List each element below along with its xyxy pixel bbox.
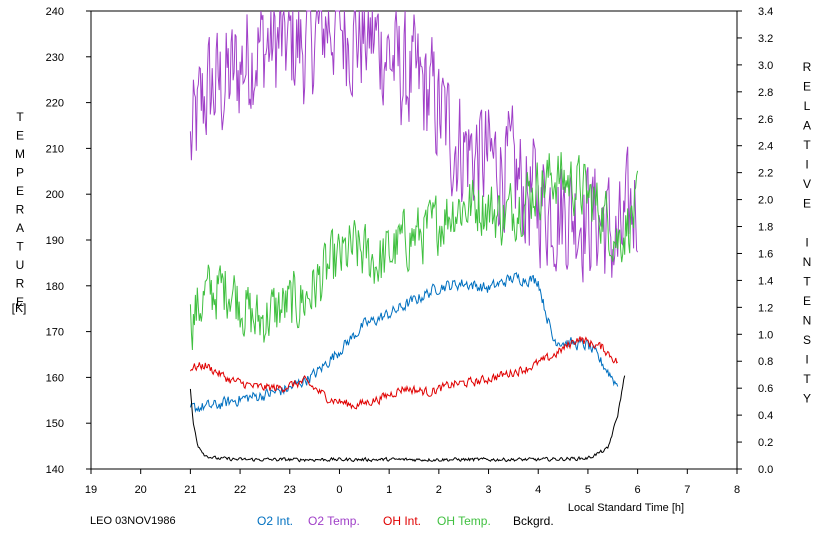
series-line bbox=[189, 10, 639, 283]
axis-label-letter: V bbox=[803, 177, 811, 191]
y-left-tick-label: 180 bbox=[46, 281, 64, 293]
y-right-tick-label: 1.4 bbox=[758, 275, 773, 287]
axis-label-letter: I bbox=[805, 158, 808, 172]
y-right-tick-label: 2.0 bbox=[758, 195, 773, 207]
y-left-tick-label: 240 bbox=[46, 6, 64, 18]
legend-item: Bckgrd. bbox=[513, 514, 554, 528]
x-tick-label: 0 bbox=[336, 484, 342, 496]
y-right-tick-label: 2.6 bbox=[758, 114, 773, 126]
x-tick-label: 19 bbox=[85, 484, 97, 496]
y-right-tick-label: 0.2 bbox=[758, 437, 773, 449]
y-right-tick-label: 1.8 bbox=[758, 222, 773, 234]
y-right-tick-label: 0.6 bbox=[758, 383, 773, 395]
legend: O2 Int. O2 Temp. OH Int. OH Temp. Bckgrd. bbox=[257, 514, 554, 528]
axis-label-letter: A bbox=[16, 221, 24, 235]
axis-label-letter: E bbox=[16, 184, 24, 198]
y-right-tick-label: 1.0 bbox=[758, 329, 773, 341]
axis-label-letter: T bbox=[16, 110, 24, 124]
y-right-tick-label: 1.2 bbox=[758, 302, 773, 314]
series-line bbox=[189, 272, 619, 413]
axis-label-letter: N bbox=[803, 255, 812, 269]
y-axis-left-unit: [K] bbox=[12, 301, 27, 315]
y-right-tick-label: 0.8 bbox=[758, 356, 773, 368]
series-layer bbox=[189, 10, 639, 463]
legend-item: OH Int. bbox=[383, 514, 421, 528]
x-tick-label: 8 bbox=[734, 484, 740, 496]
x-tick-label: 22 bbox=[234, 484, 246, 496]
axis-label-letter: E bbox=[803, 197, 811, 211]
axis-label-letter: M bbox=[15, 147, 25, 161]
axis-label-letter: P bbox=[16, 166, 24, 180]
y-right-tick-label: 3.2 bbox=[758, 33, 773, 45]
y-left-tick-label: 170 bbox=[46, 327, 64, 339]
y-left-tick-label: 210 bbox=[46, 143, 64, 155]
axis-label-letter: T bbox=[803, 372, 811, 386]
x-tick-label: 21 bbox=[184, 484, 196, 496]
legend-item: OH Temp. bbox=[437, 514, 491, 528]
axis-label-letter: T bbox=[803, 138, 811, 152]
y-right-tick-label: 2.4 bbox=[758, 141, 773, 153]
y-right-tick-label: 3.4 bbox=[758, 6, 773, 18]
y-left-tick-label: 220 bbox=[46, 98, 64, 110]
axis-label-letter: L bbox=[804, 99, 811, 113]
axis-label-letter: R bbox=[803, 60, 812, 74]
y-left-tick-label: 200 bbox=[46, 189, 64, 201]
axis-label-letter: Y bbox=[803, 392, 811, 406]
y-right-tick-label: 3.0 bbox=[758, 60, 773, 72]
legend-item: O2 Temp. bbox=[308, 514, 360, 528]
axis-label-letter: E bbox=[16, 295, 24, 309]
x-tick-label: 5 bbox=[585, 484, 591, 496]
axis-label-letter: I bbox=[805, 353, 808, 367]
x-tick-label: 6 bbox=[635, 484, 641, 496]
axis-label-letter: S bbox=[803, 333, 811, 347]
axis-label-letter: T bbox=[16, 240, 24, 254]
y-left-tick-label: 190 bbox=[46, 235, 64, 247]
x-tick-label: 4 bbox=[535, 484, 541, 496]
axis-label-letter: R bbox=[16, 203, 25, 217]
footer-label: LEO 03NOV1986 bbox=[90, 515, 176, 527]
x-tick-label: 3 bbox=[485, 484, 491, 496]
x-axis-label: Local Standard Time [h] bbox=[568, 502, 684, 514]
axis-label-letter: E bbox=[803, 80, 811, 94]
y-left-tick-label: 230 bbox=[46, 52, 64, 64]
x-tick-label: 23 bbox=[284, 484, 296, 496]
x-tick-label: 2 bbox=[436, 484, 442, 496]
y-right-tick-label: 2.2 bbox=[758, 168, 773, 180]
axis-label-letter: R bbox=[16, 277, 25, 291]
y-right-tick-label: 2.8 bbox=[758, 87, 773, 99]
x-tick-label: 7 bbox=[684, 484, 690, 496]
axis-label-letter: T bbox=[803, 275, 811, 289]
y-left-tick-label: 140 bbox=[46, 464, 64, 476]
y-right-tick-label: 1.6 bbox=[758, 248, 773, 260]
y-right-tick-label: 0.0 bbox=[758, 464, 773, 476]
y-right-tick-label: 0.4 bbox=[758, 410, 773, 422]
axis-label-letter: U bbox=[16, 258, 25, 272]
y-left-tick-label: 150 bbox=[46, 418, 64, 430]
x-tick-label: 20 bbox=[135, 484, 147, 496]
x-tick-label: 1 bbox=[386, 484, 392, 496]
axis-label-letter: I bbox=[805, 236, 808, 250]
axis-label-letter: E bbox=[16, 129, 24, 143]
axis-label-letter: E bbox=[803, 294, 811, 308]
axis-label-letter: N bbox=[803, 314, 812, 328]
x-axis: 19 20 21 22 23 0 1 2 3 4 5 6 7 8 bbox=[85, 469, 740, 496]
plot-frame bbox=[90, 10, 738, 470]
axis-label-letter: A bbox=[803, 119, 811, 133]
legend-item: O2 Int. bbox=[257, 514, 293, 528]
series-line bbox=[189, 152, 639, 351]
right-axis: 3.4 3.2 3.0 2.8 2.6 2.4 2.2 2.0 1.8 1.6 1.4 1.2 1.0 0… bbox=[737, 6, 773, 476]
left-axis: 240 230 220 210 200 190 180 170 160 150 140 bbox=[46, 6, 91, 476]
series-line bbox=[189, 375, 626, 463]
series-line bbox=[189, 336, 619, 410]
y-left-tick-label: 160 bbox=[46, 372, 64, 384]
